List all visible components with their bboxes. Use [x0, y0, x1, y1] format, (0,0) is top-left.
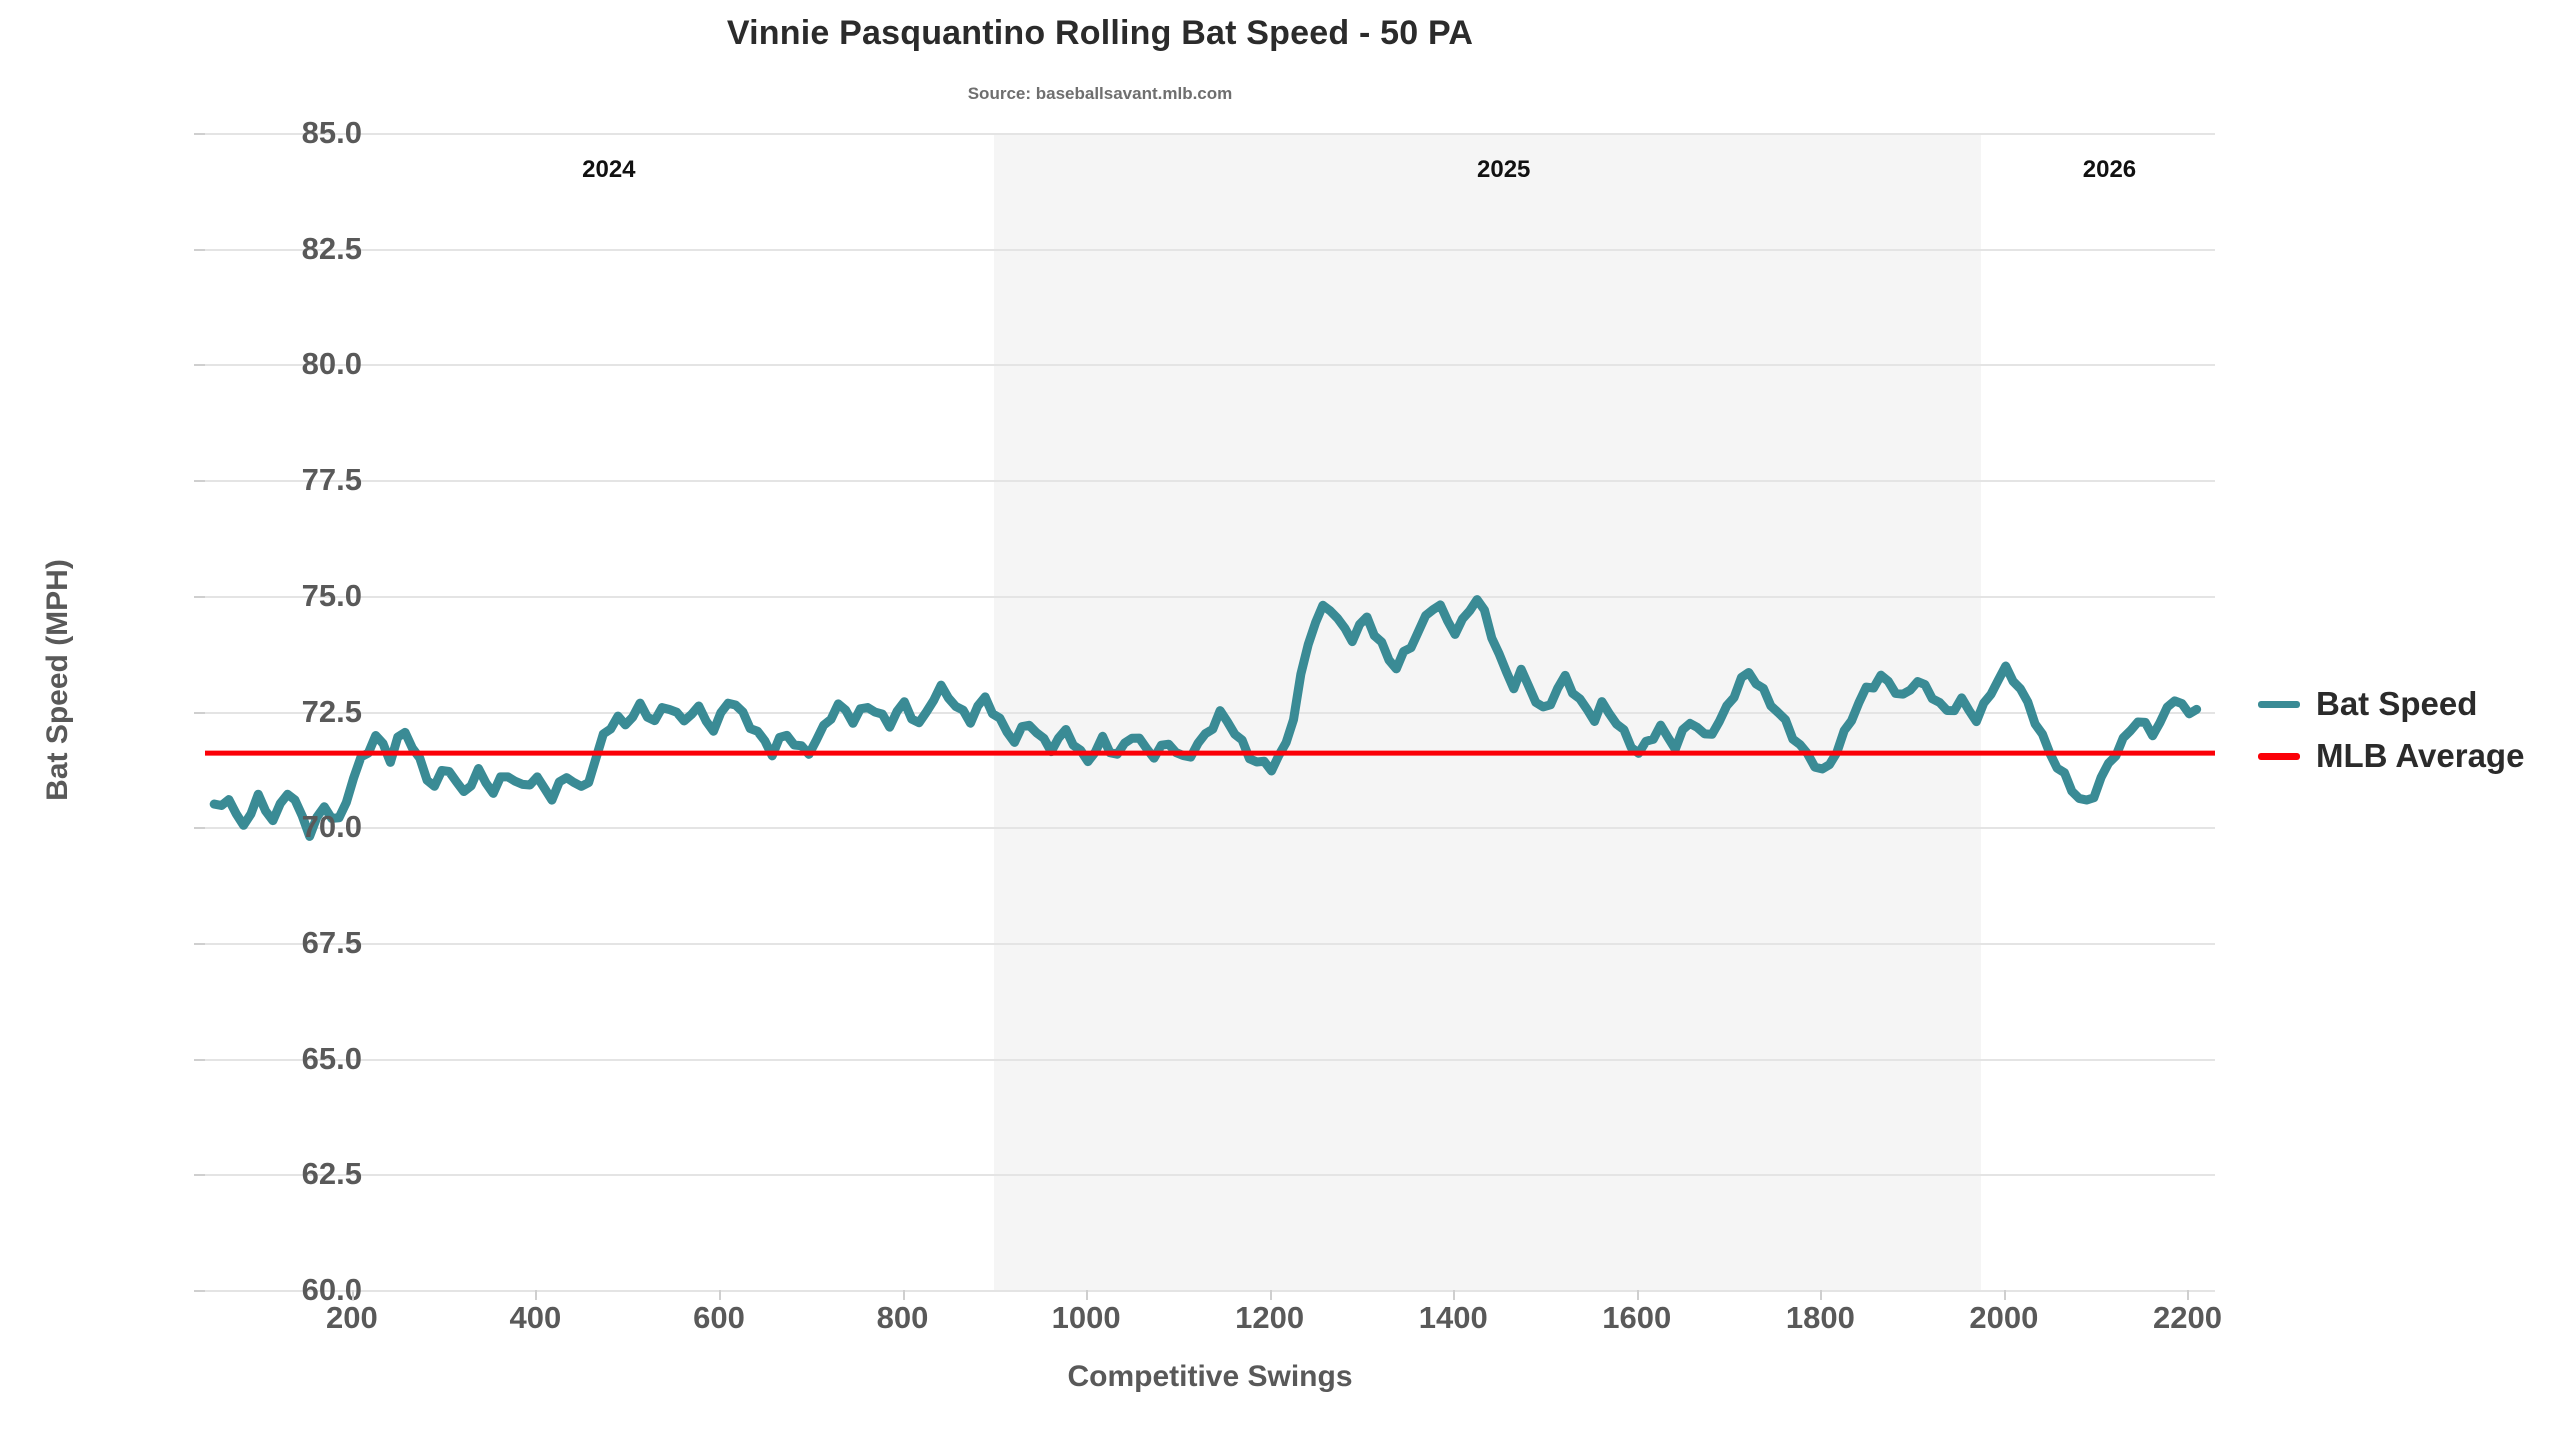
year-label-2024: 2024	[582, 156, 636, 184]
x-tick-label: 2200	[2152, 1300, 2222, 1335]
y-tick-label: 60.0	[301, 1272, 362, 1307]
x-tick-mark	[1636, 1290, 1639, 1300]
x-tick-mark	[2003, 1290, 2006, 1300]
x-tick-label: 800	[876, 1300, 929, 1335]
gridline-y	[205, 364, 2215, 367]
legend-line-icon-bat-speed	[2258, 700, 2300, 708]
y-tick-mark	[194, 480, 205, 483]
gridline-y	[205, 1058, 2215, 1061]
x-tick-mark	[351, 1290, 354, 1300]
y-tick-mark	[194, 942, 205, 945]
x-tick-mark	[1086, 1290, 1089, 1300]
legend-label-bat-speed: Bat Speed	[2316, 685, 2478, 722]
legend: Bat Speed MLB Average	[2258, 678, 2558, 782]
gridline-y	[205, 711, 2215, 714]
legend-item-mlb-average[interactable]: MLB Average	[2258, 730, 2558, 782]
x-tick-mark	[1269, 1290, 1272, 1300]
y-tick-label: 82.5	[301, 230, 362, 266]
y-tick-label: 77.5	[301, 462, 362, 498]
year-label-2026: 2026	[2082, 156, 2137, 184]
x-axis-title: Competitive Swings	[1067, 1360, 1353, 1393]
gridline-y	[205, 248, 2215, 251]
x-tick-label: 200	[325, 1300, 378, 1335]
x-tick-label: 600	[693, 1300, 745, 1335]
year-label-2025: 2025	[1476, 156, 1531, 184]
x-tick-mark	[1820, 1290, 1823, 1300]
y-tick-label: 75.0	[301, 577, 362, 613]
gridline-y	[205, 942, 2215, 945]
x-tick-label: 2000	[1969, 1300, 2039, 1335]
y-tick-label: 62.5	[301, 1156, 362, 1192]
plot-area: 2024 2025 2026	[205, 133, 2215, 1292]
y-tick-mark	[194, 133, 205, 135]
y-tick-label: 72.5	[301, 693, 362, 729]
x-tick-label: 1600	[1602, 1300, 1672, 1335]
y-tick-mark	[194, 1058, 205, 1061]
y-tick-mark	[194, 827, 205, 830]
y-tick-mark	[194, 364, 205, 367]
y-tick-mark	[194, 1290, 205, 1292]
x-tick-label: 1400	[1418, 1300, 1488, 1335]
gridline-y	[205, 133, 2215, 135]
gridline-y	[205, 827, 2215, 830]
series-line-bat-speed	[209, 595, 2202, 841]
x-tick-mark	[2187, 1290, 2190, 1300]
y-tick-mark	[194, 248, 205, 251]
y-tick-label: 80.0	[301, 346, 362, 382]
y-tick-label: 70.0	[301, 809, 362, 845]
x-tick-mark	[1453, 1290, 1456, 1300]
y-axis-title: Bat Speed (MPH)	[41, 559, 74, 801]
y-tick-mark	[194, 1174, 205, 1177]
legend-item-bat-speed[interactable]: Bat Speed	[2258, 678, 2558, 730]
y-tick-mark	[194, 595, 205, 598]
page-title: Vinnie Pasquantino Rolling Bat Speed - 5…	[726, 14, 1474, 52]
y-tick-label: 85.0	[301, 115, 362, 150]
y-tick-mark	[194, 711, 205, 714]
x-tick-label: 1200	[1235, 1300, 1305, 1335]
x-tick-label: 1000	[1051, 1300, 1121, 1335]
x-tick-mark	[718, 1290, 721, 1300]
x-tick-mark	[535, 1290, 538, 1300]
gridline-y	[205, 595, 2215, 598]
x-tick-label: 400	[509, 1300, 562, 1335]
x-tick-mark	[902, 1290, 905, 1300]
series-svg	[205, 595, 2215, 841]
y-tick-label: 67.5	[301, 924, 362, 960]
y-tick-label: 65.0	[301, 1040, 362, 1076]
x-tick-label: 1800	[1785, 1300, 1855, 1335]
gridline-y	[205, 480, 2215, 483]
legend-label-mlb-average: MLB Average	[2316, 737, 2525, 774]
chart-subtitle: Source: baseballsavant.mlb.com	[967, 84, 1233, 103]
gridline-y	[205, 1290, 2215, 1292]
gridline-y	[205, 1174, 2215, 1177]
legend-line-icon-mlb-average	[2258, 752, 2300, 760]
